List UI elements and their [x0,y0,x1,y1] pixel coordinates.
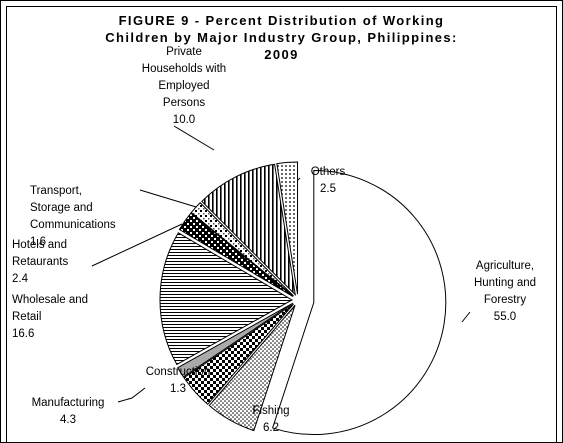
pie-slice [183,303,294,406]
value-label: 1.6 [30,236,46,248]
chart-title: FIGURE 9 - Percent Distribution of Worki… [105,13,458,62]
category-label: Fishing [252,405,290,417]
pie-slice [178,212,294,298]
value-label: 1.3 [170,383,186,395]
slice-label: Construction 1.3 [132,364,224,398]
value-label: 6.2 [263,422,279,434]
category-label: Transport, Storage and Communications [30,185,116,231]
slice-label: Private Households with Employed Persons… [124,44,244,129]
slice-label: Wholesale and Retail 16.6 [12,292,122,343]
value-label: 10.0 [172,114,196,126]
category-label: Others [310,166,346,178]
slice-label: Fishing 6.2 [240,403,302,437]
value-label: 16.6 [12,328,35,340]
slice-label: Others 2.5 [298,164,358,198]
category-label: Manufacturing [31,397,105,409]
slice-label: Hotels and Retaurants 2.4 [12,237,112,288]
slice-label: Agriculture, Hunting and Forestry 55.0 [452,258,558,326]
value-label: 2.5 [320,183,336,195]
slice-label: Transport, Storage and Communications 1.6 [30,183,148,251]
pie-slice [159,232,294,366]
slice-label: Manufacturing 4.3 [18,395,118,429]
category-label: Construction [145,366,211,378]
category-label: Wholesale and Retail [12,294,89,323]
value-label: 55.0 [493,311,517,323]
value-label: 4.3 [60,414,76,426]
value-label: 2.4 [12,273,28,285]
pie-slice [190,202,294,297]
category-label: Hotels and Retaurants [12,239,69,268]
pie-slice [276,161,299,295]
pie-slice [177,302,294,378]
pie-slice [208,304,296,432]
pie-slice [201,163,297,297]
category-label: Agriculture, Hunting and Forestry [473,260,537,306]
category-label: Private Households with Employed Persons [141,46,227,109]
pie-slice [271,170,447,435]
